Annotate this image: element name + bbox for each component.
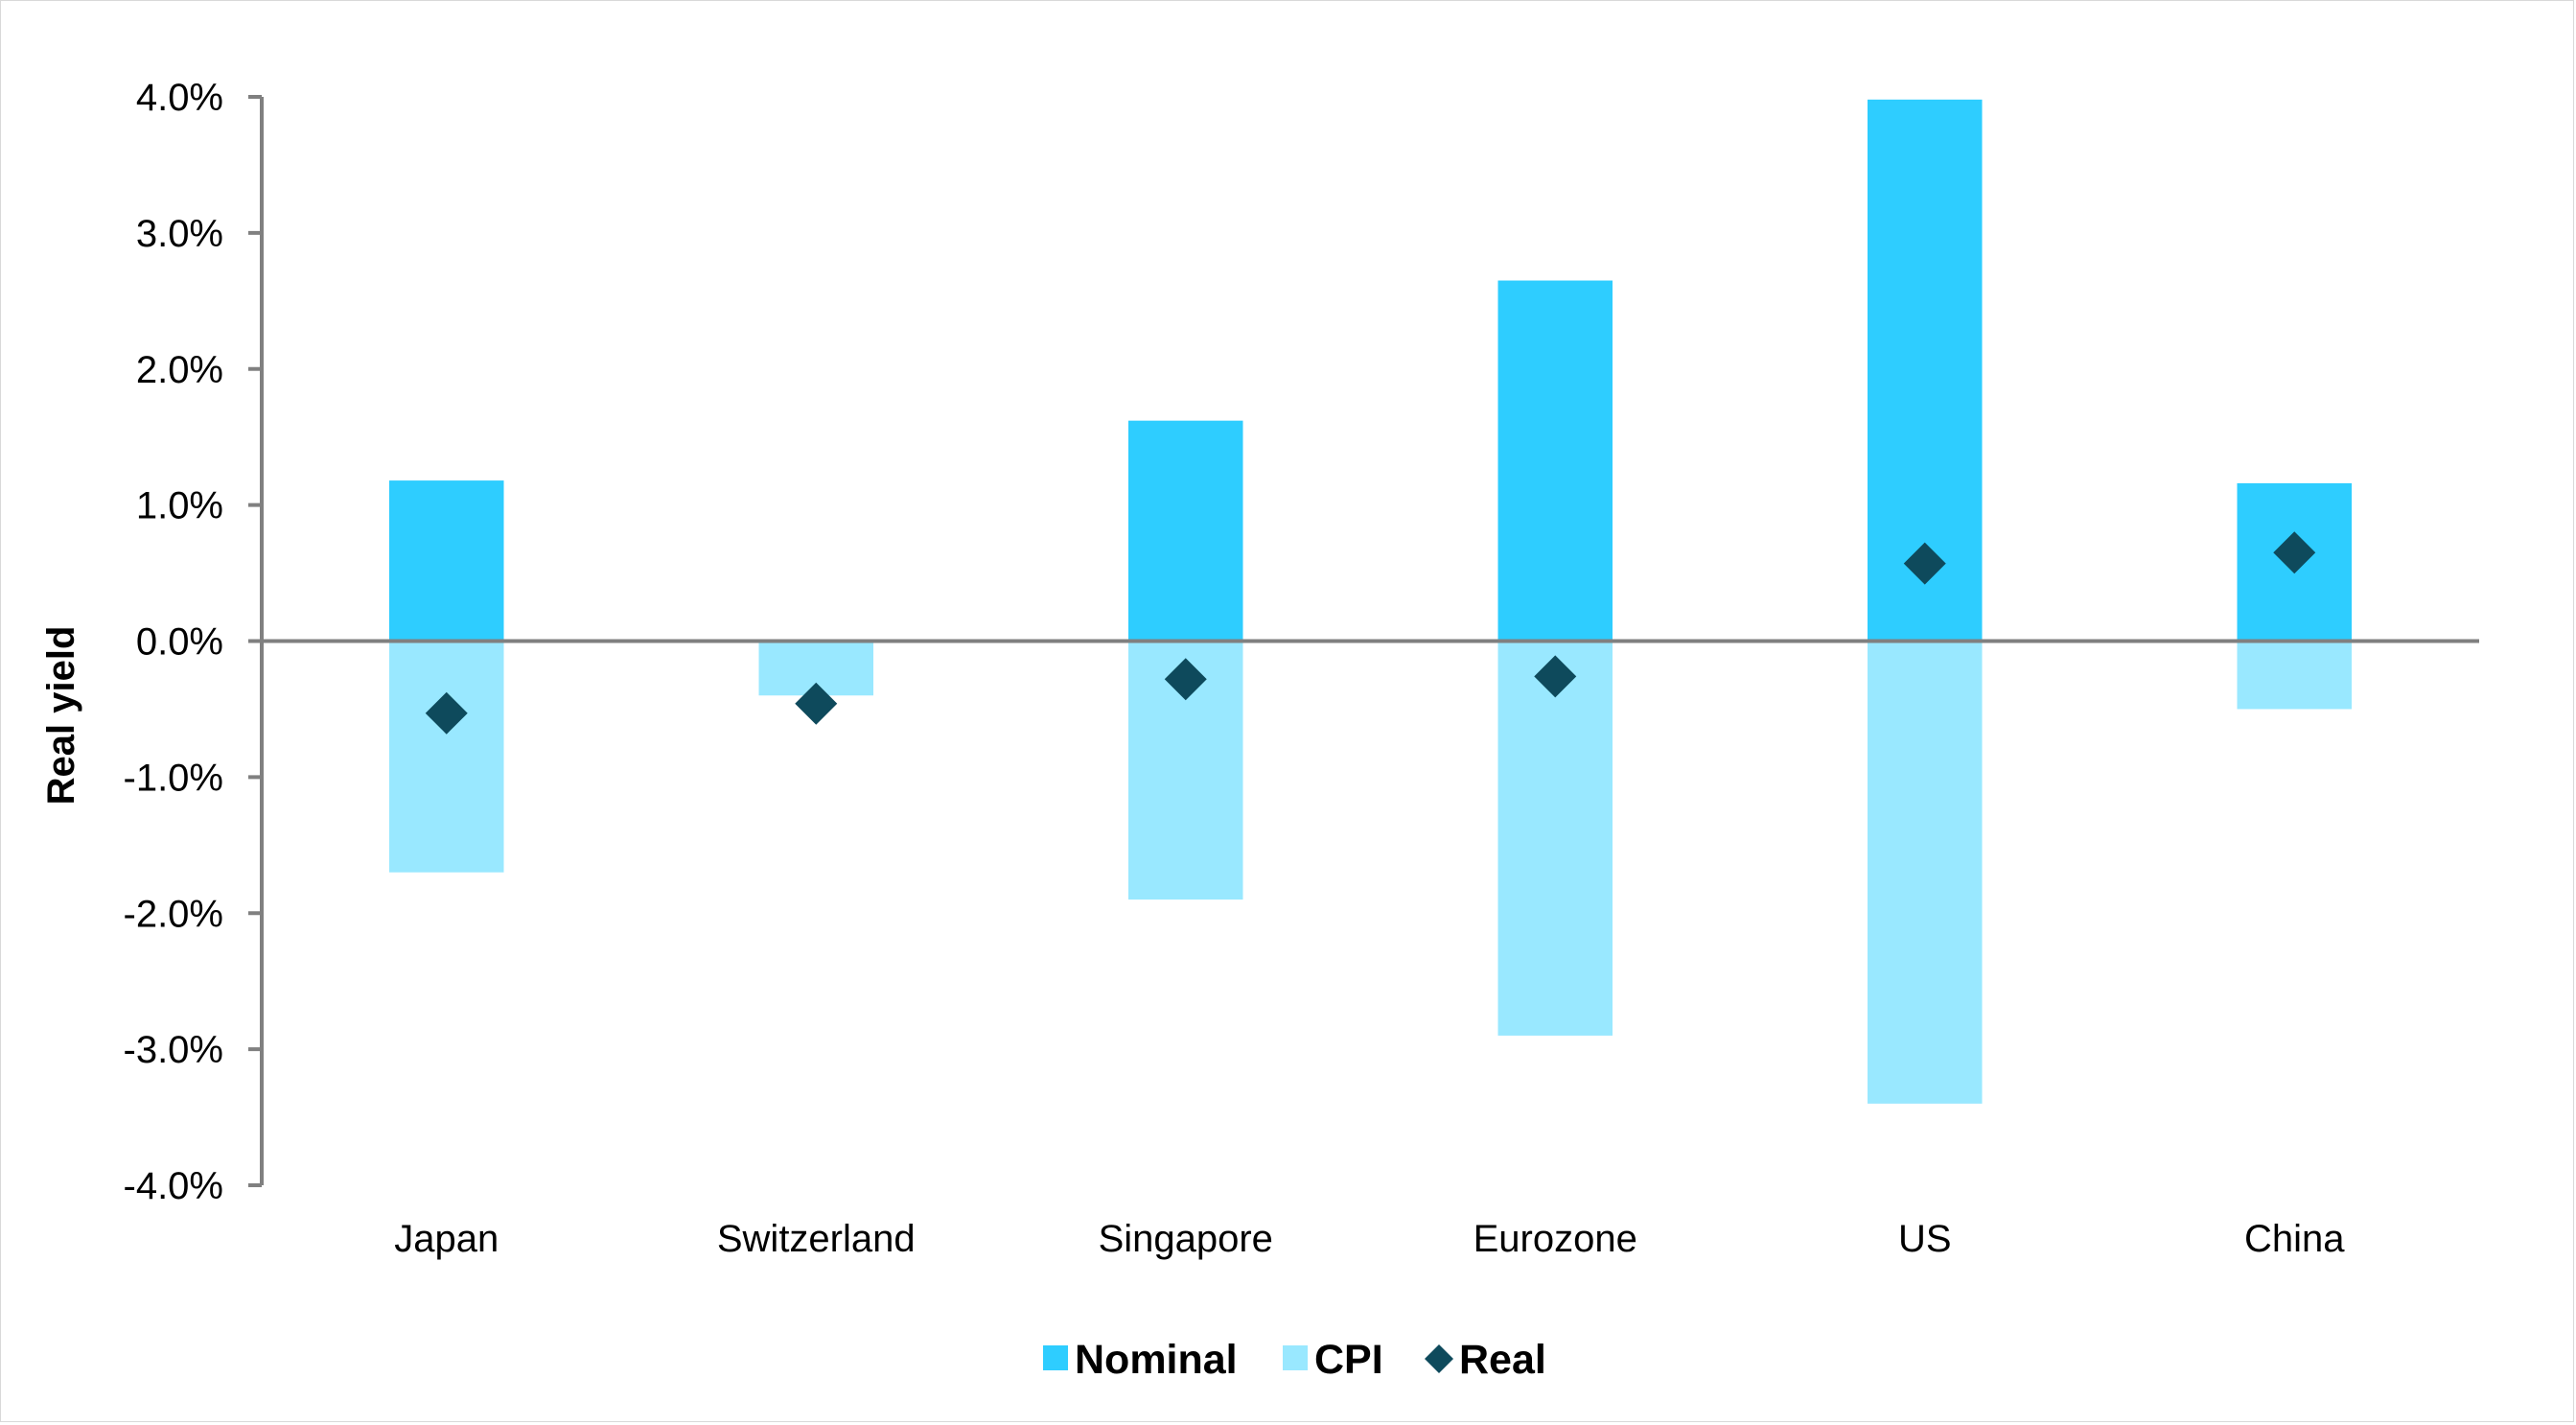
- y-tick-label: 3.0%: [136, 213, 223, 255]
- x-axis-labels: Japan Switzerland Singapore Eurozone US China: [394, 1218, 2345, 1260]
- marker-real-china: [2273, 531, 2316, 574]
- marker-real-us: [1903, 542, 1946, 585]
- legend-swatch: [1283, 1345, 1308, 1370]
- x-tick-label: Eurozone: [1474, 1218, 1637, 1260]
- y-tick-label: -3.0%: [124, 1029, 224, 1071]
- marker-real-japan: [425, 691, 468, 735]
- y-tick-label: 2.0%: [136, 349, 223, 391]
- legend: Nominal CPI Real: [1043, 1337, 1546, 1383]
- real-markers: [425, 531, 2316, 735]
- y-tick-label: -4.0%: [124, 1165, 224, 1207]
- x-tick-label: US: [1898, 1218, 1952, 1260]
- legend-swatch: [1425, 1344, 1453, 1373]
- bar-cpi-china: [2237, 641, 2353, 710]
- x-tick-label: Singapore: [1099, 1218, 1273, 1260]
- bar-cpi-us: [1867, 641, 1983, 1104]
- bar-nominal-singapore: [1127, 420, 1243, 642]
- x-tick-label: Japan: [394, 1218, 499, 1260]
- legend-item-real: Real: [1425, 1337, 1546, 1383]
- bar-cpi-japan: [388, 641, 504, 873]
- bar-nominal-japan: [388, 480, 504, 642]
- legend-label: Real: [1459, 1337, 1546, 1383]
- x-tick-label: Switzerland: [717, 1218, 916, 1260]
- bar-cpi-eurozone: [1497, 641, 1613, 1036]
- legend-item-cpi: CPI: [1283, 1337, 1383, 1383]
- marker-real-eurozone: [1534, 655, 1577, 698]
- marker-real-singapore: [1164, 658, 1207, 701]
- marker-real-switzerland: [795, 682, 838, 725]
- x-tick-label: China: [2244, 1218, 2345, 1260]
- y-tick-label: -2.0%: [124, 893, 224, 935]
- legend-label: Nominal: [1075, 1337, 1238, 1383]
- y-axis-ticks: 4.0% 3.0% 2.0% 1.0% 0.0% -1.0% -2.0% -3.0% -4.0%: [124, 77, 262, 1207]
- bar-nominal-eurozone: [1497, 280, 1613, 642]
- bars: [388, 99, 2353, 1104]
- legend-swatch: [1043, 1345, 1068, 1370]
- y-tick-label: -1.0%: [124, 757, 224, 799]
- y-tick-label: 0.0%: [136, 621, 223, 664]
- legend-item-nominal: Nominal: [1043, 1337, 1238, 1383]
- legend-label: CPI: [1314, 1337, 1383, 1383]
- y-tick-label: 4.0%: [136, 77, 223, 119]
- y-tick-label: 1.0%: [136, 485, 223, 527]
- y-axis-title: Real yield: [40, 626, 82, 806]
